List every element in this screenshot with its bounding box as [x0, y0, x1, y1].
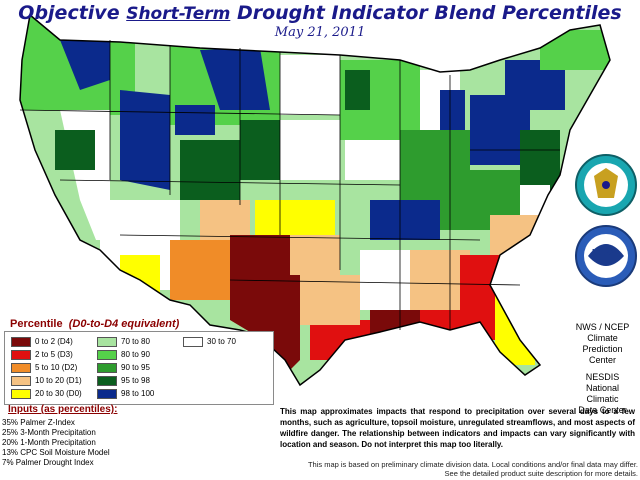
- nesdis-label: NESDIS National Climatic Data Center: [578, 372, 627, 415]
- legend-label: 10 to 20 (D1): [35, 376, 82, 385]
- legend-swatch: [11, 336, 31, 347]
- input-item: 20% 1-Month Precipitation: [2, 438, 96, 447]
- input-item: 35% Palmer Z-Index: [2, 418, 75, 427]
- legend-label: 20 to 30 (D0): [35, 389, 82, 398]
- nws-label: NWS / NCEP Climate Prediction Center: [575, 322, 630, 365]
- legend-swatch: [97, 349, 117, 360]
- input-item: 25% 3-Month Precipitation: [2, 428, 96, 437]
- legend-item: 70 to 80: [97, 336, 150, 347]
- legend-label: 2 to 5 (D3): [35, 350, 73, 359]
- legend-swatch: [183, 336, 203, 347]
- map-note-secondary: This map is based on preliminary climate…: [307, 460, 638, 478]
- doc-seal-icon: [575, 154, 637, 216]
- legend-item: 10 to 20 (D1): [11, 375, 82, 386]
- legend-label: 30 to 70: [207, 337, 236, 346]
- legend-item: 0 to 2 (D4): [11, 336, 73, 347]
- legend-label: 95 to 98: [121, 376, 150, 385]
- legend-item: 80 to 90: [97, 349, 150, 360]
- legend-item: 90 to 95: [97, 362, 150, 373]
- legend-swatch: [11, 362, 31, 373]
- input-item: 7% Palmer Drought Index: [2, 458, 94, 467]
- legend-label: 0 to 2 (D4): [35, 337, 73, 346]
- legend-item: 95 to 98: [97, 375, 150, 386]
- legend-swatch: [97, 375, 117, 386]
- legend-label: 70 to 80: [121, 337, 150, 346]
- legend-swatch: [97, 362, 117, 373]
- inputs-title: Inputs (as percentiles):: [8, 404, 118, 415]
- legend-swatch: [97, 336, 117, 347]
- noaa-logo-icon: [575, 225, 637, 287]
- legend-label: 80 to 90: [121, 350, 150, 359]
- map-title: Objective Short-Term Drought Indicator B…: [18, 2, 622, 24]
- legend-swatch: [11, 349, 31, 360]
- map-date: May 21, 2011: [274, 25, 366, 40]
- legend-item: 98 to 100: [97, 388, 154, 399]
- legend-item: 2 to 5 (D3): [11, 349, 73, 360]
- legend: 0 to 2 (D4) 2 to 5 (D3) 5 to 10 (D2) 10 to …: [4, 331, 274, 405]
- legend-item: 30 to 70: [183, 336, 236, 347]
- noaa-label: NOAA: [592, 248, 616, 257]
- legend-swatch: [11, 388, 31, 399]
- legend-item: 20 to 30 (D0): [11, 388, 82, 399]
- input-item: 13% CPC Soil Moisture Model: [2, 448, 110, 457]
- legend-label: 5 to 10 (D2): [35, 363, 78, 372]
- legend-label: 90 to 95: [121, 363, 150, 372]
- legend-item: 5 to 10 (D2): [11, 362, 77, 373]
- legend-swatch: [97, 388, 117, 399]
- legend-swatch: [11, 375, 31, 386]
- map-note: This map approximates impacts that respo…: [280, 407, 635, 449]
- legend-title: Percentile (D0-to-D4 equivalent): [10, 318, 180, 330]
- legend-label: 98 to 100: [121, 389, 155, 398]
